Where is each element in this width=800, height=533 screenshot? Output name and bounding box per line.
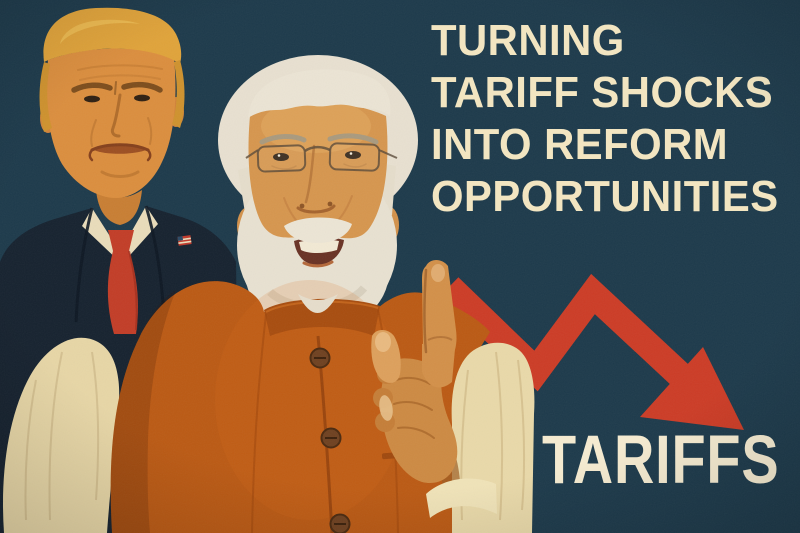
- headline-line-4: OPPORTUNITIES: [431, 172, 779, 221]
- headline-line-1: TURNING: [431, 16, 625, 65]
- headline-line-3: INTO REFORM: [431, 120, 729, 169]
- tariffs-label: TARIFFS: [542, 421, 780, 498]
- headline: TURNING TARIFF SHOCKS INTO REFORM OPPORT…: [431, 15, 779, 223]
- headline-line-2: TARIFF SHOCKS: [431, 68, 774, 117]
